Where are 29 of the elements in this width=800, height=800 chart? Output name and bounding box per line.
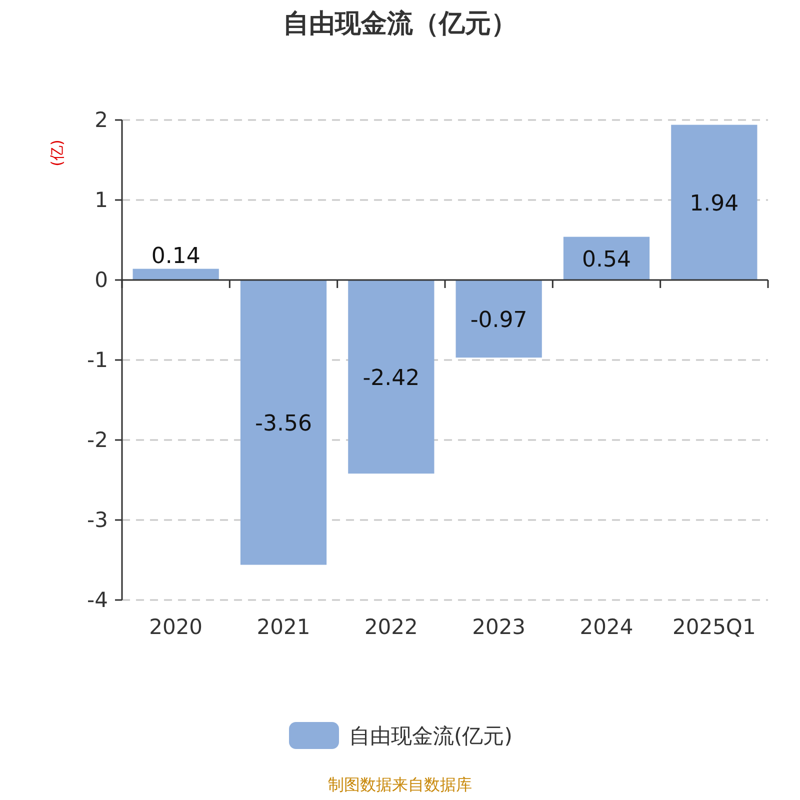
legend-label: 自由现金流(亿元) [349,724,512,748]
bar [671,124,758,280]
x-tick-label: 2020 [149,615,203,639]
data-label: -0.97 [470,308,528,333]
chart-title: 自由现金流（亿元） [283,9,517,39]
x-tick-label: 2024 [580,615,634,639]
x-tick-label: 2021 [256,615,310,639]
x-tick-label: 2025Q1 [672,615,756,639]
y-tick-label: 2 [94,108,108,132]
data-label: -3.56 [255,411,312,436]
data-label: 0.54 [582,247,631,272]
bar [563,236,650,280]
y-tick-label: 1 [94,188,108,212]
y-tick-label: 0 [94,268,108,292]
bar [456,280,542,358]
text: 制图数据来自数据库 [328,775,472,794]
bar [348,280,434,474]
x-tick-label: 2023 [472,615,526,639]
data-label: 1.94 [690,191,739,216]
y-tick-label: -3 [87,508,108,532]
data-label: -2.42 [362,366,420,391]
bar [240,280,327,565]
y-tick-label: -2 [87,428,108,452]
y-tick-label: -4 [87,588,108,612]
y-axis-title: (亿) [48,140,66,166]
bar [132,268,219,280]
data-label: 0.14 [151,244,200,269]
y-tick-label: -1 [87,348,108,372]
x-tick-label: 2022 [364,615,418,639]
